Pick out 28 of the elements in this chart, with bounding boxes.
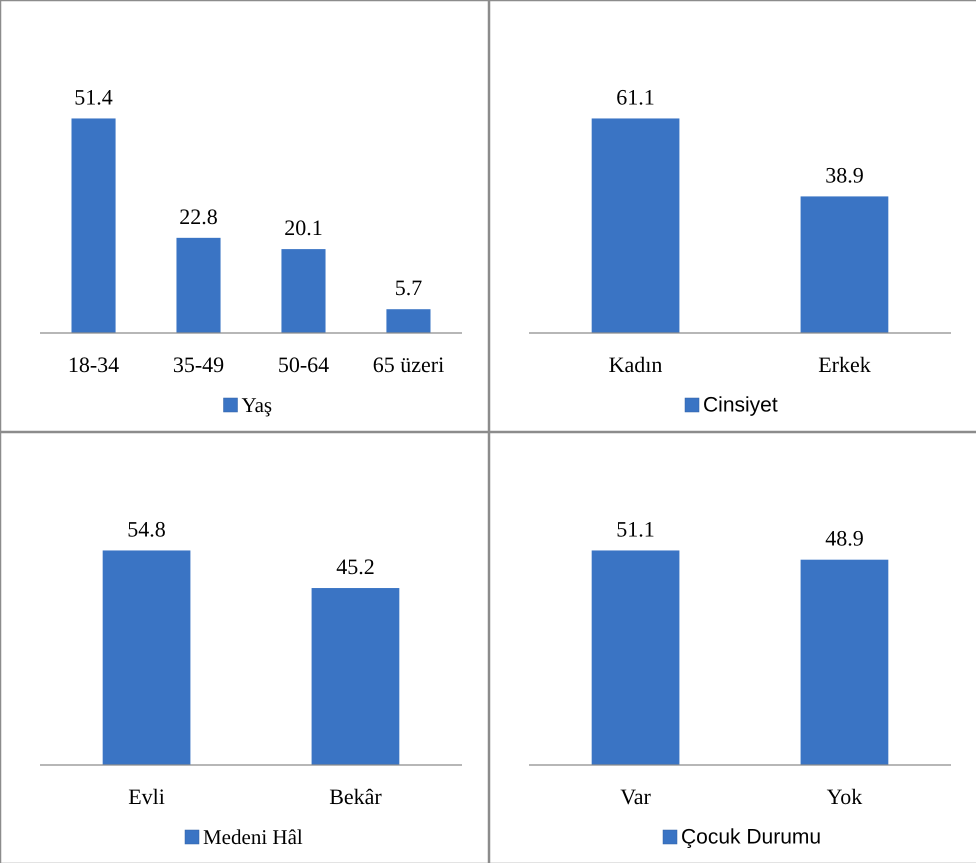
data-label: 45.2: [336, 554, 375, 580]
legend-label: Cinsiyet: [703, 394, 778, 416]
x-tick-label: Kadın: [608, 352, 662, 377]
legend-label: Medeni Hâl: [203, 825, 303, 849]
bar: [71, 118, 116, 333]
legend-label: Yaş: [242, 393, 272, 417]
data-label: 51.1: [616, 516, 655, 542]
x-tick-label: 50-64: [278, 352, 330, 377]
bar: [176, 238, 221, 333]
data-label: 54.8: [127, 516, 166, 542]
data-label: 61.1: [616, 84, 655, 110]
data-label: 48.9: [825, 526, 864, 551]
x-tick-label: Evli: [128, 784, 165, 809]
x-tick-label: Erkek: [818, 352, 871, 377]
x-tick-label: 65 üzeri: [372, 352, 444, 377]
x-tick-label: Bekâr: [329, 784, 382, 809]
legend-label: Çocuk Durumu: [681, 826, 822, 848]
bar: [386, 309, 431, 333]
x-tick-label: 35-49: [172, 352, 224, 377]
x-tick-label: Yok: [826, 784, 862, 809]
bar: [281, 249, 326, 333]
x-tick-label: Var: [620, 784, 652, 809]
data-label: 38.9: [825, 162, 864, 188]
data-label: 20.1: [284, 215, 323, 240]
data-label: 51.4: [74, 84, 113, 110]
x-tick-label: 18-34: [68, 352, 120, 377]
data-label: 5.7: [394, 275, 422, 300]
data-label: 22.8: [179, 204, 218, 229]
